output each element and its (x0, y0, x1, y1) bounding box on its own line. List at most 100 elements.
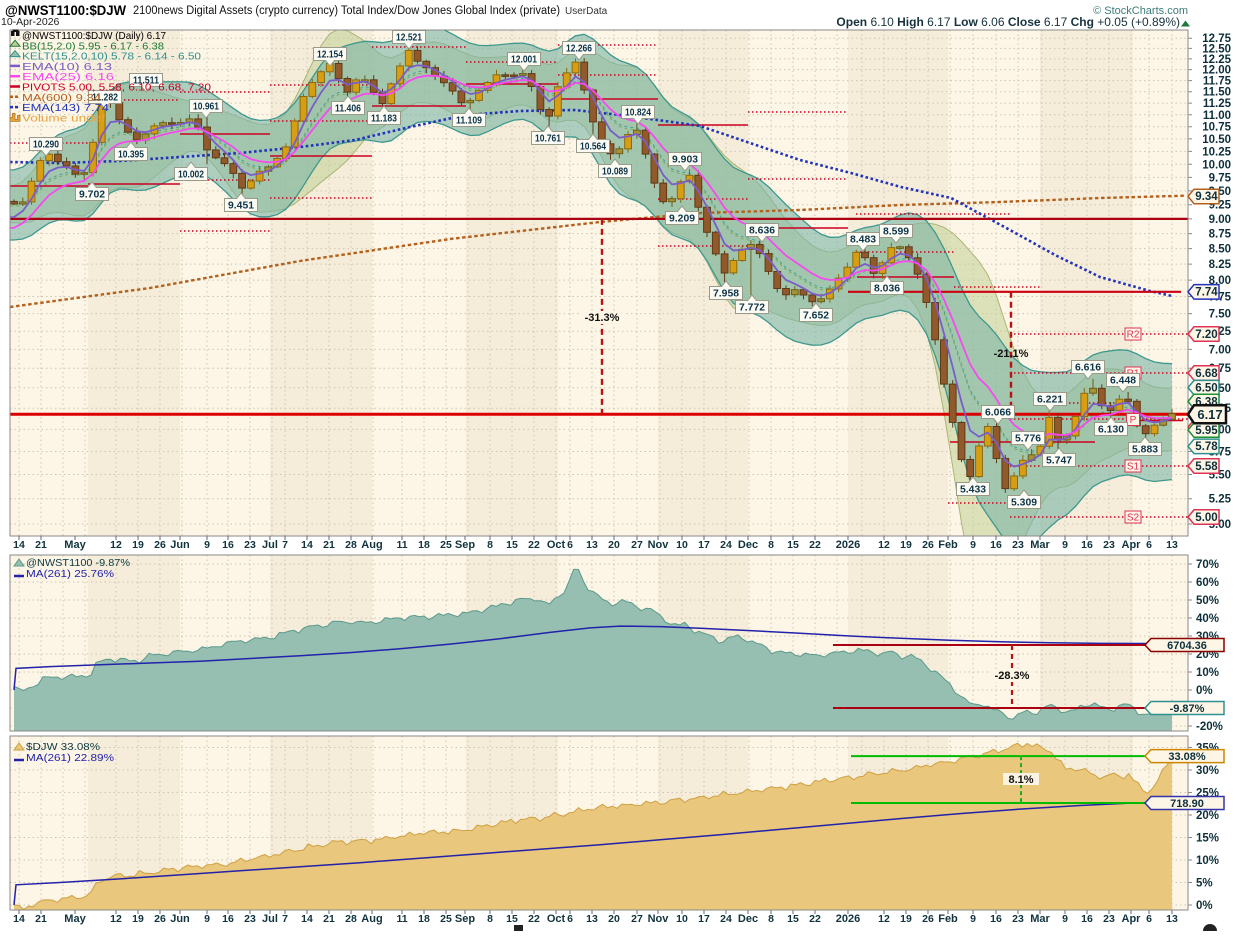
svg-text:21: 21 (35, 539, 47, 551)
svg-text:9: 9 (970, 913, 976, 925)
svg-text:Dec: Dec (738, 913, 758, 925)
svg-text:10%: 10% (1196, 667, 1219, 679)
svg-text:10.002: 10.002 (178, 170, 204, 181)
svg-text:2100news Digital Assets (crypt: 2100news Digital Assets (crypto currency… (133, 5, 560, 17)
svg-text:11.25: 11.25 (1203, 98, 1232, 110)
svg-text:7.958: 7.958 (713, 289, 739, 300)
svg-text:8: 8 (487, 913, 493, 925)
svg-text:6.50: 6.50 (1195, 382, 1217, 394)
svg-text:10.50: 10.50 (1202, 134, 1231, 146)
svg-text:5.776: 5.776 (1015, 434, 1041, 445)
svg-text:22: 22 (528, 539, 540, 551)
svg-text:8.25: 8.25 (1209, 259, 1232, 271)
svg-text:16: 16 (990, 913, 1002, 925)
svg-text:25: 25 (440, 913, 452, 925)
svg-text:EMA(143) 7.74: EMA(143) 7.74 (22, 102, 109, 114)
svg-text:11.50: 11.50 (1203, 87, 1231, 99)
svg-text:2026: 2026 (836, 539, 860, 551)
svg-text:PIVOTS 5.00, 5.58, 6.10, 6.68,: PIVOTS 5.00, 5.58, 6.10, 6.68, 7.20 (22, 82, 211, 94)
svg-text:16: 16 (222, 539, 234, 551)
svg-text:2026: 2026 (836, 913, 860, 925)
svg-text:@NWST1100 -9.87%: @NWST1100 -9.87% (26, 557, 130, 569)
svg-text:22: 22 (528, 913, 540, 925)
svg-text:9: 9 (1062, 539, 1068, 551)
svg-text:23: 23 (244, 913, 256, 925)
svg-text:11.109: 11.109 (456, 116, 482, 127)
svg-text:8: 8 (768, 539, 774, 551)
svg-text:5.58: 5.58 (1195, 461, 1218, 473)
svg-text:13: 13 (586, 539, 598, 551)
svg-text:12.266: 12.266 (566, 44, 592, 55)
svg-text:10.290: 10.290 (33, 140, 59, 151)
svg-text:13: 13 (1166, 539, 1178, 551)
svg-text:11.406: 11.406 (335, 104, 361, 115)
svg-text:EMA(10) 6.13: EMA(10) 6.13 (22, 61, 112, 73)
svg-text:Apr: Apr (1122, 539, 1142, 551)
svg-text:@NWST1100:$DJW (Daily) 6.17: @NWST1100:$DJW (Daily) 6.17 (22, 30, 166, 42)
svg-text:8.75: 8.75 (1209, 229, 1232, 241)
svg-text:12.154: 12.154 (317, 50, 343, 61)
svg-text:23: 23 (1012, 913, 1024, 925)
svg-text:27: 27 (631, 913, 643, 925)
svg-text:EMA(25) 6.16: EMA(25) 6.16 (22, 71, 114, 83)
svg-text:22: 22 (809, 539, 821, 551)
svg-text:KELT(15,2.0,10) 5.78 - 6.14 -: KELT(15,2.0,10) 5.78 - 6.14 - 6.50 (22, 51, 201, 63)
svg-text:28: 28 (345, 539, 357, 551)
svg-text:13: 13 (586, 913, 598, 925)
svg-text:10.761: 10.761 (535, 134, 561, 145)
svg-text:10-Apr-2026: 10-Apr-2026 (1, 16, 60, 28)
svg-text:MA(261) 25.76%: MA(261) 25.76% (26, 568, 114, 580)
svg-text:16: 16 (222, 913, 234, 925)
svg-text:Nov: Nov (648, 539, 670, 551)
svg-text:Dec: Dec (738, 539, 758, 551)
svg-text:21: 21 (323, 913, 335, 925)
svg-text:0%: 0% (1196, 900, 1213, 912)
svg-text:10%: 10% (1196, 855, 1219, 867)
svg-text:Mar: Mar (1030, 539, 1050, 551)
svg-text:27: 27 (631, 539, 643, 551)
svg-text:14: 14 (301, 539, 313, 551)
svg-text:5.433: 5.433 (960, 485, 986, 496)
svg-text:26: 26 (154, 539, 166, 551)
svg-text:P: P (1130, 415, 1137, 426)
svg-text:8.483: 8.483 (850, 235, 876, 246)
svg-text:Apr: Apr (1122, 913, 1142, 925)
svg-text:Sep: Sep (455, 539, 475, 551)
svg-text:15: 15 (787, 539, 799, 551)
svg-text:30%: 30% (1196, 765, 1219, 777)
svg-text:6704.36: 6704.36 (1167, 640, 1207, 652)
svg-text:10.961: 10.961 (193, 102, 219, 113)
svg-text:718.90: 718.90 (1170, 798, 1204, 810)
svg-text:5.00: 5.00 (1195, 512, 1217, 524)
svg-text:60%: 60% (1196, 577, 1219, 589)
svg-text:14: 14 (13, 913, 25, 925)
svg-text:20: 20 (608, 913, 620, 925)
svg-text:28: 28 (345, 913, 357, 925)
svg-text:10.824: 10.824 (625, 108, 651, 119)
svg-text:8.636: 8.636 (749, 226, 775, 237)
svg-text:-28.3%: -28.3% (995, 670, 1030, 682)
svg-text:7.20: 7.20 (1195, 329, 1217, 341)
svg-text:12: 12 (878, 539, 890, 551)
svg-text:9.75: 9.75 (1209, 172, 1232, 184)
svg-text:12.75: 12.75 (1202, 33, 1231, 45)
svg-text:Aug: Aug (361, 539, 382, 551)
svg-text:12.00: 12.00 (1202, 65, 1231, 77)
svg-text:Jun: Jun (170, 913, 190, 925)
svg-text:16: 16 (990, 539, 1002, 551)
svg-text:Sep: Sep (455, 913, 475, 925)
svg-text:10: 10 (676, 539, 688, 551)
svg-text:-9.87%: -9.87% (1170, 703, 1205, 715)
svg-text:5.309: 5.309 (1011, 498, 1037, 509)
svg-text:25: 25 (440, 539, 452, 551)
svg-text:7.74: 7.74 (1195, 287, 1218, 299)
svg-text:12: 12 (110, 539, 122, 551)
svg-text:MA(261) 22.89%: MA(261) 22.89% (26, 752, 114, 764)
svg-text:10.564: 10.564 (580, 142, 606, 153)
svg-text:5%: 5% (1196, 878, 1213, 890)
svg-text:9: 9 (204, 913, 210, 925)
svg-text:14: 14 (301, 913, 313, 925)
svg-text:S1: S1 (1127, 462, 1140, 473)
svg-text:12.25: 12.25 (1202, 54, 1231, 66)
svg-text:19: 19 (132, 539, 144, 551)
